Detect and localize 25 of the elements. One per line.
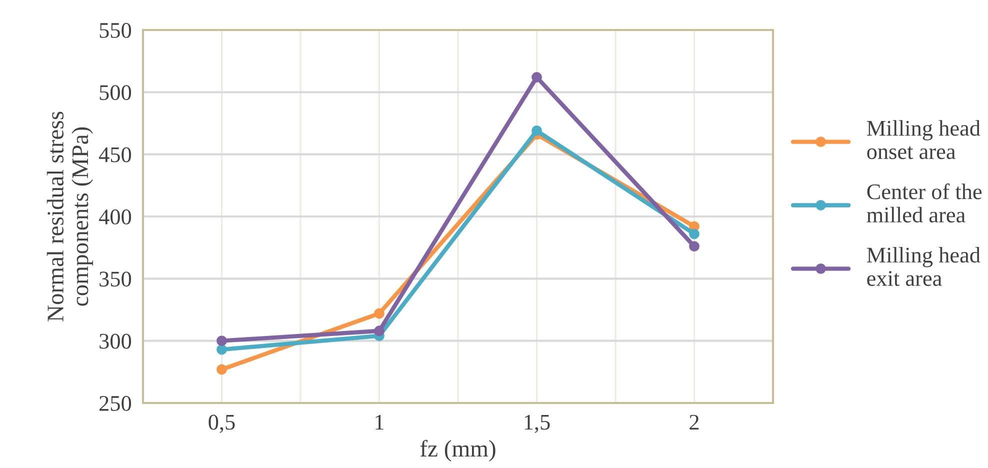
y-tick-label: 500 <box>100 85 132 100</box>
y-tick-label: 450 <box>98 147 132 162</box>
legend-label: Milling head onset area <box>866 120 980 160</box>
point <box>374 308 384 319</box>
legend-label: Center of the milled area <box>866 183 982 222</box>
y-tick-label: 250 <box>100 396 132 411</box>
point <box>689 241 700 252</box>
point <box>216 336 227 346</box>
x-tick-label: 2 <box>690 414 699 430</box>
y-tick-label: 300 <box>100 334 132 349</box>
point <box>689 228 700 240</box>
point <box>532 72 542 82</box>
point <box>532 126 542 136</box>
legend-label: Milling head exit area <box>866 247 980 286</box>
point <box>216 344 227 355</box>
y-tick-label: 350 <box>100 272 132 287</box>
point <box>374 326 384 336</box>
y-tick-label: 400 <box>98 209 132 224</box>
y-tick-label: 550 <box>100 22 132 38</box>
y-axis-title: Normal residual stress components (MPa) <box>46 112 93 322</box>
x-tick-label: 1 <box>376 414 384 430</box>
x-tick-label: 0,5 <box>208 414 235 433</box>
x-tick-label: 1,5 <box>524 414 550 433</box>
x-axis-title: fz (mm) <box>420 440 496 462</box>
point <box>216 364 227 375</box>
